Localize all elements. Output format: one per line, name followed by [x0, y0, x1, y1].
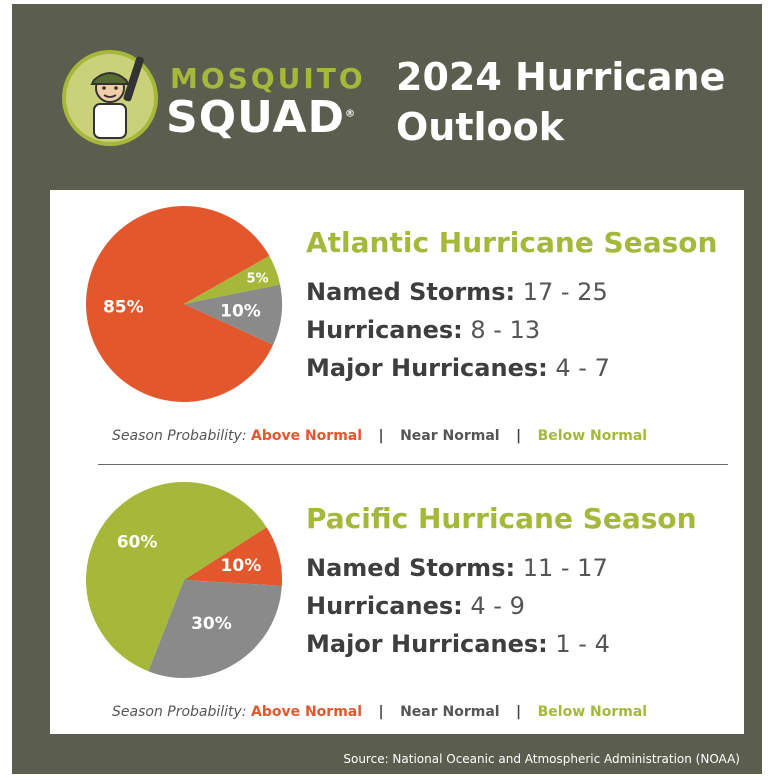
brand-name-line2: SQUAD®: [166, 92, 356, 143]
legend-near-normal: Near Normal: [400, 428, 500, 444]
atlantic-probability-legend: Season Probability: Above Normal | Near …: [112, 428, 647, 444]
atlantic-named-storms: Named Storms: 17 - 25: [306, 278, 608, 306]
source-note: Source: National Oceanic and Atmospheric…: [343, 752, 740, 766]
pacific-label-below-normal: 60%: [117, 532, 158, 552]
atlantic-slice-below-normal: [184, 255, 281, 304]
legend-separator: |: [516, 704, 522, 720]
legend-separator: |: [516, 428, 522, 444]
pacific-label-near-normal: 30%: [191, 614, 232, 634]
pacific-hurricanes: Hurricanes: 4 - 9: [306, 592, 525, 620]
brand-name-line1: MOSQUITO: [170, 62, 366, 95]
brand-logo: MOSQUITO SQUAD®: [60, 46, 363, 156]
pacific-slice-near-normal: [148, 580, 282, 678]
pacific-slice-above-normal: [184, 527, 282, 586]
atlantic-label-near-normal: 10%: [220, 302, 261, 322]
named-storms-label: Named Storms:: [306, 278, 516, 306]
outlook-panel: 85% 5% 10% Atlantic Hurricane Season Named…: [50, 190, 744, 734]
atlantic-hurricanes-value: 8 - 13: [470, 316, 541, 344]
pacific-named-storms-value: 11 - 17: [522, 554, 608, 582]
exterminator-mascot-icon: [62, 50, 158, 146]
atlantic-named-storms-value: 17 - 25: [522, 278, 608, 306]
pacific-slice-below-normal: [85, 482, 267, 672]
pacific-probability-legend: Season Probability: Above Normal | Near …: [112, 704, 647, 720]
section-divider: [98, 464, 728, 465]
atlantic-slice-near-normal: [184, 284, 282, 345]
legend-below-normal: Below Normal: [537, 704, 648, 720]
atlantic-major-hurricanes-value: 4 - 7: [555, 354, 610, 382]
infographic-frame: MOSQUITO SQUAD® 2024 Hurricane Outlook 8…: [12, 4, 762, 774]
major-hurricanes-label: Major Hurricanes:: [306, 354, 548, 382]
atlantic-label-below-normal: 5%: [246, 272, 268, 287]
atlantic-title: Atlantic Hurricane Season: [306, 226, 718, 259]
probability-label: Season Probability:: [112, 704, 247, 720]
pacific-major-hurricanes: Major Hurricanes: 1 - 4: [306, 630, 610, 658]
atlantic-hurricanes: Hurricanes: 8 - 13: [306, 316, 540, 344]
legend-near-normal: Near Normal: [400, 704, 500, 720]
legend-below-normal: Below Normal: [537, 428, 648, 444]
title-line2: Outlook: [396, 105, 565, 149]
pacific-section: 10% 30% 60% Pacific Hurricane Season Named…: [50, 466, 744, 736]
atlantic-pie-chart: 85% 5% 10%: [86, 206, 282, 402]
legend-separator: |: [378, 704, 384, 720]
hurricanes-label: Hurricanes:: [306, 592, 463, 620]
brand-name-squad: SQUAD: [166, 92, 346, 143]
pacific-title: Pacific Hurricane Season: [306, 502, 697, 535]
pacific-major-hurricanes-value: 1 - 4: [555, 630, 610, 658]
legend-separator: |: [378, 428, 384, 444]
pacific-named-storms: Named Storms: 11 - 17: [306, 554, 608, 582]
named-storms-label: Named Storms:: [306, 554, 516, 582]
title-line1: 2024 Hurricane: [396, 55, 726, 99]
pacific-label-above-normal: 10%: [221, 556, 262, 576]
atlantic-label-above-normal: 85%: [103, 298, 144, 318]
legend-above-normal: Above Normal: [251, 704, 363, 720]
registered-mark: ®: [345, 108, 357, 120]
major-hurricanes-label: Major Hurricanes:: [306, 630, 548, 658]
pacific-pie-chart: 10% 30% 60%: [85, 482, 282, 678]
atlantic-major-hurricanes: Major Hurricanes: 4 - 7: [306, 354, 610, 382]
page-title: 2024 Hurricane Outlook: [396, 52, 756, 152]
atlantic-section: 85% 5% 10% Atlantic Hurricane Season Named…: [50, 190, 744, 460]
pacific-hurricanes-value: 4 - 9: [470, 592, 525, 620]
hurricanes-label: Hurricanes:: [306, 316, 463, 344]
atlantic-slice-above-normal: [86, 206, 274, 402]
legend-above-normal: Above Normal: [251, 428, 363, 444]
probability-label: Season Probability:: [112, 428, 247, 444]
